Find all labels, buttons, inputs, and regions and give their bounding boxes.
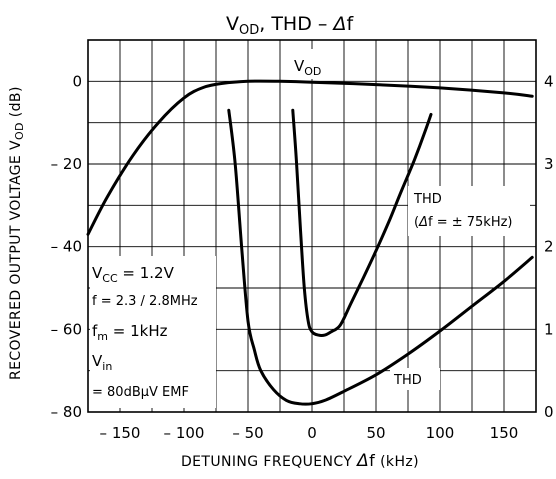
x-tick-label: – 100 (164, 424, 205, 442)
x-tick-label: 150 (490, 424, 519, 442)
chart-title: VOD, THD – Δf (226, 13, 354, 38)
y-axis-title: RECOVERED OUTPUT VOLTAGE VOD (dB) (8, 86, 26, 380)
y-tick-label: – 40 (51, 238, 82, 256)
cond-f: f = 2.3 / 2.8MHz (92, 294, 198, 309)
curves (86, 79, 534, 406)
y2-tick-label: 4 (544, 72, 554, 90)
x-tick-label: 50 (366, 424, 385, 442)
y-tick-label: – 80 (51, 403, 82, 421)
thd75-label-line2: (Δf = ± 75kHz) (414, 215, 512, 230)
thd75-label-line1: THD (413, 192, 442, 207)
thd-label-box (390, 368, 440, 390)
y-tick-label: – 20 (51, 155, 82, 173)
y2-tick-label: 0 (544, 403, 554, 421)
x-tick-label: 100 (426, 424, 455, 442)
y-tick-label: 0 (72, 72, 82, 90)
x-tick-label: 0 (307, 424, 317, 442)
plot-frame (87, 39, 537, 413)
tick-labels: – 150 – 100 – 50 0 50 100 150 0 – 20 – 40 – 60 – 80… (51, 72, 554, 442)
vod-curve (86, 79, 534, 236)
conditions-box (90, 256, 216, 408)
x-tick-label: – 150 (100, 424, 141, 442)
thd-curve (227, 108, 534, 406)
y2-tick-label: 1 (544, 320, 554, 338)
cond-fm: fm = 1kHz (92, 322, 168, 343)
y-tick-label: – 60 (51, 320, 82, 338)
thd-curve-label: THD (393, 373, 422, 388)
x-axis-title: DETUNING FREQUENCY Δf (kHz) (181, 451, 419, 471)
thd75-curve (291, 108, 433, 338)
y2-tick-label: 2 (544, 238, 554, 256)
y2-tick-label: 3 (544, 155, 554, 173)
x-tick-label: – 50 (232, 424, 263, 442)
x-axis-title-part1: DETUNING FREQUENCY (181, 454, 357, 470)
cond-emf: = 80dBμV EMF (92, 385, 189, 400)
vod-label-box (290, 49, 338, 79)
thd75-label-box (408, 186, 530, 236)
